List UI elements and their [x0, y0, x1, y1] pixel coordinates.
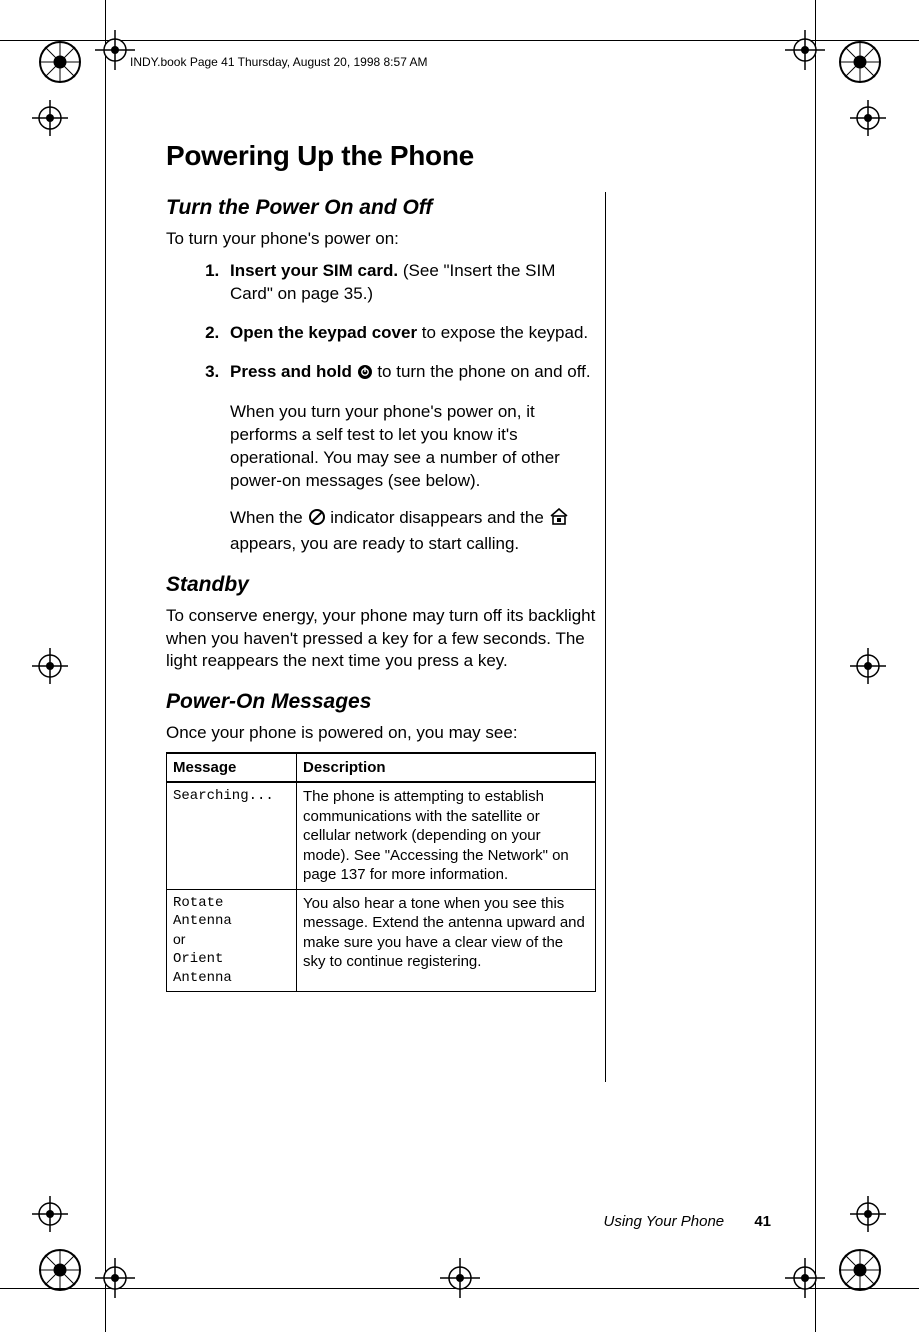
- reg-mark: [32, 1196, 68, 1232]
- footer-page-number: 41: [754, 1213, 771, 1230]
- page: INDY.book Page 41 Thursday, August 20, 1…: [0, 0, 919, 1332]
- reg-mark: [850, 100, 886, 136]
- reg-mark: [785, 30, 825, 70]
- step-2: Open the keypad cover to expose the keyp…: [224, 322, 596, 345]
- reg-mark: [32, 648, 68, 684]
- medallion-bottom-left: [36, 1246, 84, 1294]
- reg-mark: [95, 30, 135, 70]
- step-lead: Insert your SIM card.: [230, 261, 398, 280]
- step-1: Insert your SIM card. (See "Insert the S…: [224, 260, 596, 306]
- reg-mark: [32, 100, 68, 136]
- poweron-intro: Once your phone is powered on, you may s…: [166, 722, 596, 744]
- footer-section-name: Using Your Phone: [603, 1213, 724, 1230]
- sub-text: indicator disappears and the: [326, 508, 549, 527]
- page-title: Powering Up the Phone: [166, 140, 776, 172]
- page-footer: Using Your Phone 41: [603, 1213, 771, 1230]
- msg-line: Antenna: [173, 970, 232, 986]
- step-rest: to expose the keypad.: [417, 323, 588, 342]
- table-row: Searching... The phone is attempting to …: [167, 782, 596, 889]
- power-button-icon: [357, 364, 373, 387]
- step-3: Press and hold to turn the phone on and …: [224, 361, 596, 556]
- reg-mark: [850, 648, 886, 684]
- step-sub-1: When you turn your phone's power on, it …: [230, 401, 596, 493]
- reg-mark: [785, 1258, 825, 1298]
- crop-line-left: [105, 0, 106, 1332]
- crop-line-right: [815, 0, 816, 1332]
- msg-line: Rotate: [173, 895, 223, 911]
- sub-text: appears, you are ready to start calling.: [230, 534, 519, 553]
- content-area: Powering Up the Phone Turn the Power On …: [166, 140, 776, 992]
- reg-mark: [95, 1258, 135, 1298]
- msg-cell: Rotate Antenna or Orient Antenna: [167, 889, 297, 991]
- msg-or: or: [173, 931, 185, 947]
- step-rest: to turn the phone on and off.: [373, 362, 591, 381]
- step-sub-2: When the indicator disappears and the ap…: [230, 507, 596, 556]
- intro-text: To turn your phone's power on:: [166, 228, 596, 250]
- crop-line-top: [0, 40, 919, 41]
- msg-line: Antenna: [173, 913, 232, 929]
- section-heading-standby: Standby: [166, 573, 776, 597]
- medallion-top-right: [836, 38, 884, 86]
- step-lead: Open the keypad cover: [230, 323, 417, 342]
- reg-mark: [850, 1196, 886, 1232]
- msg-line: Orient: [173, 951, 223, 967]
- medallion-top-left: [36, 38, 84, 86]
- reg-mark: [440, 1258, 480, 1298]
- medallion-bottom-right: [836, 1246, 884, 1294]
- running-head: INDY.book Page 41 Thursday, August 20, 1…: [130, 55, 428, 69]
- desc-cell: You also hear a tone when you see this m…: [297, 889, 596, 991]
- home-signal-icon: [549, 508, 569, 533]
- messages-table: Message Description Searching... The pho…: [166, 752, 596, 992]
- standby-body: To conserve energy, your phone may turn …: [166, 605, 596, 671]
- sub-text: When the: [230, 508, 308, 527]
- section-heading-poweron-msgs: Power-On Messages: [166, 690, 776, 714]
- col-header-message: Message: [167, 753, 297, 783]
- desc-cell: The phone is attempting to establish com…: [297, 782, 596, 889]
- steps-list: Insert your SIM card. (See "Insert the S…: [166, 260, 596, 555]
- table-row: Rotate Antenna or Orient Antenna You als…: [167, 889, 596, 991]
- section-heading-turn-power: Turn the Power On and Off: [166, 196, 776, 220]
- no-signal-icon: [308, 508, 326, 533]
- col-header-description: Description: [297, 753, 596, 783]
- step-lead: Press and hold: [230, 362, 357, 381]
- msg-cell: Searching...: [167, 782, 297, 889]
